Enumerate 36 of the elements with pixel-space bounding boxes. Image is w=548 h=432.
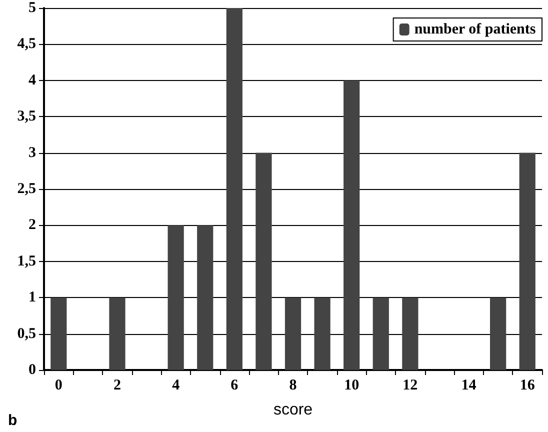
bar [519, 152, 536, 370]
y-tick-label: 4,5 [17, 36, 36, 52]
bar [344, 80, 360, 370]
x-tick-label: 16 [520, 378, 536, 394]
legend-label: number of patients [414, 22, 536, 38]
bar [284, 298, 302, 370]
y-tick-label: 2,5 [17, 181, 36, 197]
y-tick-label: 1 [28, 290, 36, 306]
bar [50, 298, 67, 370]
bar [226, 8, 242, 370]
x-tick-label: 6 [230, 378, 239, 394]
bar [402, 298, 418, 370]
y-tick-label: 3 [28, 144, 36, 161]
x-tick-label: 14 [461, 378, 477, 394]
x-tick-label: 10 [344, 378, 360, 394]
bar [256, 152, 272, 370]
bar [372, 298, 389, 370]
text: b [8, 412, 18, 429]
x-tick-label: 8 [289, 378, 297, 394]
y-tick-label: 5 [28, 0, 36, 16]
y-tick-label: 2 [28, 217, 36, 234]
y-tick-label: 0,5 [17, 326, 36, 342]
bar [109, 298, 126, 370]
y-tick-label: 4 [28, 72, 36, 88]
x-tick-label: 4 [172, 378, 180, 394]
y-tick-label: 1,5 [17, 253, 36, 270]
x-tick-label: 2 [113, 378, 121, 394]
x-axis-title: score [273, 402, 313, 418]
y-tick-label: 0 [28, 362, 36, 378]
bar [168, 225, 184, 370]
bar [314, 298, 330, 370]
bar [197, 225, 214, 370]
x-tick-label: 12 [402, 378, 418, 394]
y-tick-label: 3,5 [17, 108, 36, 125]
bar [490, 298, 506, 370]
x-tick-label: 0 [54, 378, 62, 394]
